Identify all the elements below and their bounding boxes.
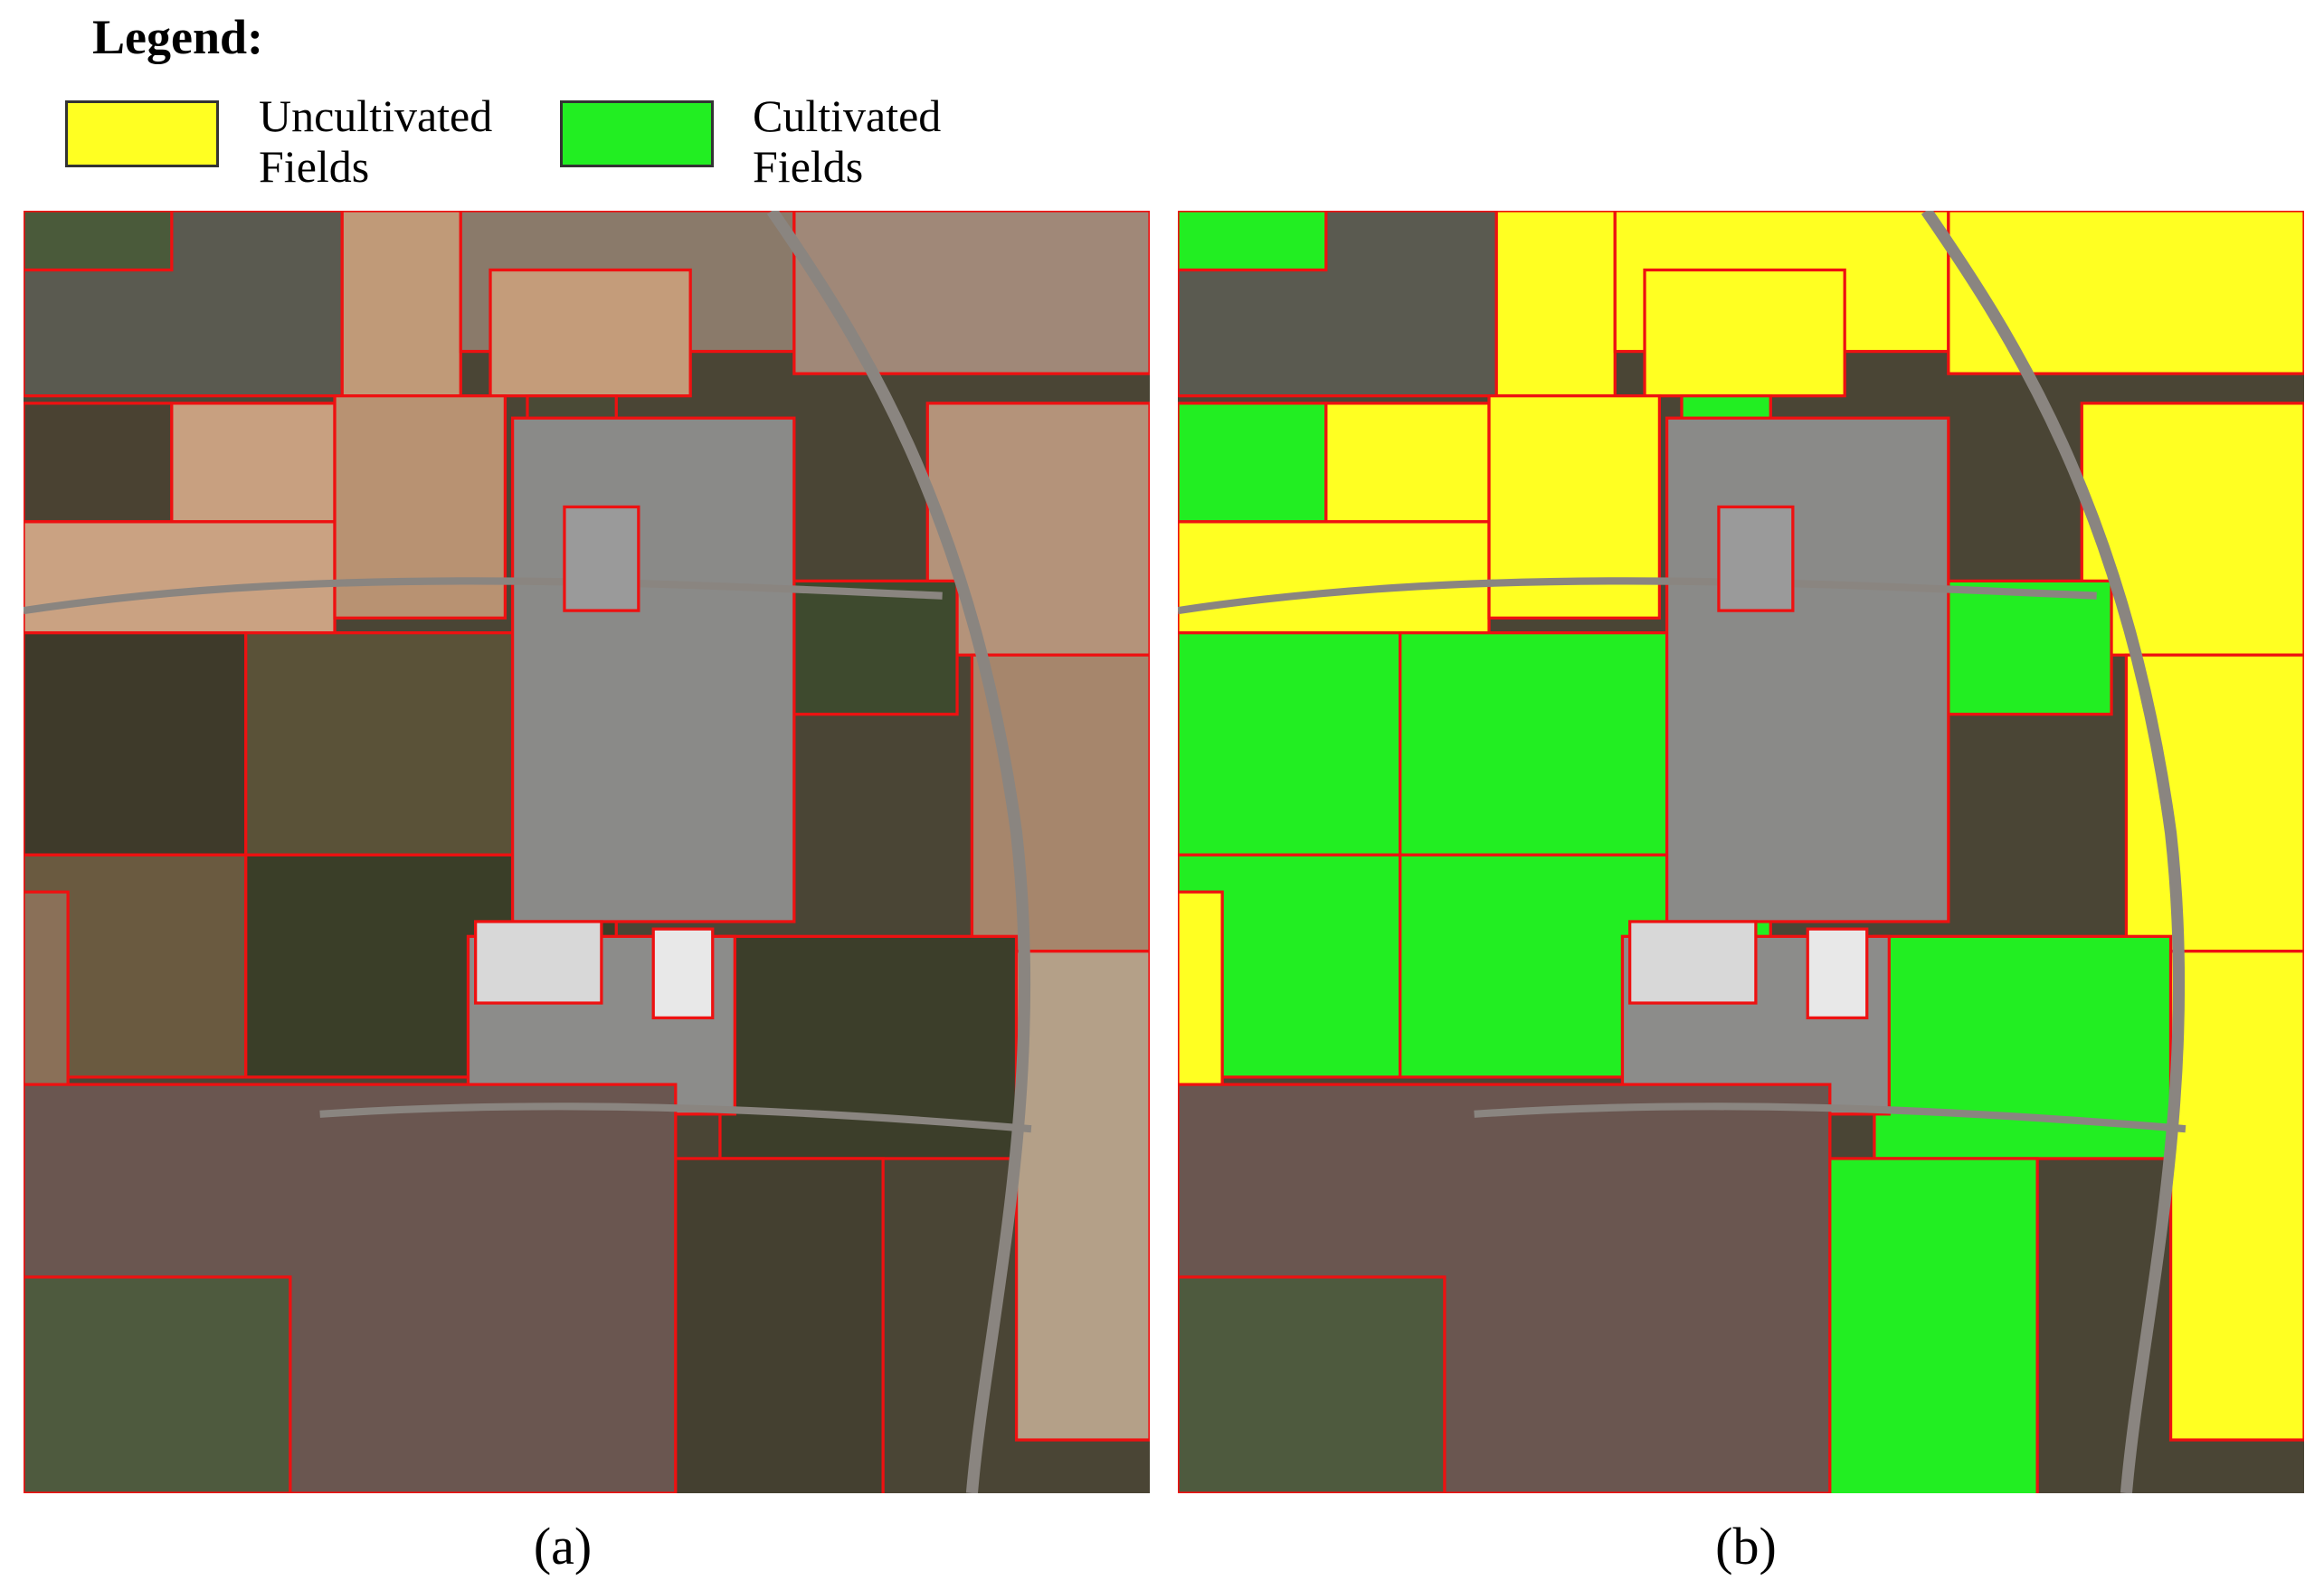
legend-label: Uncultivated Fields — [259, 90, 493, 192]
field — [1178, 890, 1224, 1116]
field — [2124, 653, 2304, 953]
field — [1014, 950, 1150, 1442]
field — [2168, 950, 2304, 1442]
field — [1178, 520, 1491, 642]
field — [1947, 579, 2113, 716]
legend-swatch — [560, 100, 714, 167]
field — [489, 268, 692, 398]
building — [1806, 927, 1869, 1020]
road — [1921, 211, 2186, 1493]
field — [1947, 211, 2304, 375]
field — [792, 579, 959, 716]
field — [1178, 211, 1328, 272]
field — [1643, 268, 1846, 398]
legend-swatch — [65, 100, 219, 167]
field — [24, 631, 248, 857]
field — [925, 402, 1150, 657]
legend-label: Cultivated Fields — [753, 90, 942, 192]
field — [1399, 631, 1684, 857]
road — [1178, 577, 2097, 615]
field — [792, 211, 1150, 375]
field — [170, 402, 337, 524]
building — [651, 927, 715, 1020]
field — [1665, 416, 1950, 923]
field — [24, 1275, 292, 1493]
field — [24, 211, 174, 272]
road — [319, 1103, 1032, 1133]
greenhouse — [474, 920, 603, 1005]
road — [24, 577, 943, 615]
field — [970, 653, 1150, 953]
greenhouse — [1627, 920, 1758, 1005]
field — [2080, 402, 2304, 657]
aerial-image — [24, 211, 1150, 1493]
field — [1494, 211, 1617, 398]
field — [1178, 402, 1328, 524]
field — [244, 631, 529, 857]
field — [1324, 402, 1491, 524]
building — [1717, 505, 1795, 612]
classified-image — [1178, 211, 2304, 1493]
panel-label: (a) — [533, 1517, 593, 1576]
field — [1178, 1275, 1447, 1493]
field — [24, 402, 174, 524]
field — [340, 211, 462, 398]
legend-title: Legend: — [92, 10, 263, 64]
field — [1813, 1157, 2039, 1493]
road — [1474, 1103, 2186, 1133]
field — [510, 416, 796, 923]
building — [563, 505, 640, 612]
field — [659, 1157, 885, 1493]
field — [24, 890, 70, 1116]
panel-label: (b) — [1715, 1517, 1777, 1576]
field — [24, 520, 337, 642]
field — [1178, 631, 1402, 857]
road — [766, 211, 1031, 1493]
